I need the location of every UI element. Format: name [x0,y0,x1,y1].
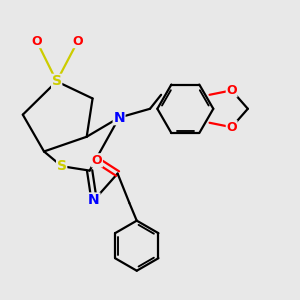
Text: N: N [88,193,100,207]
Text: O: O [226,121,237,134]
Text: O: O [226,84,237,97]
Text: O: O [92,154,102,167]
Text: S: S [52,74,62,88]
Text: S: S [57,159,67,173]
Text: O: O [31,34,42,48]
Text: O: O [73,34,83,48]
Text: N: N [113,111,125,124]
